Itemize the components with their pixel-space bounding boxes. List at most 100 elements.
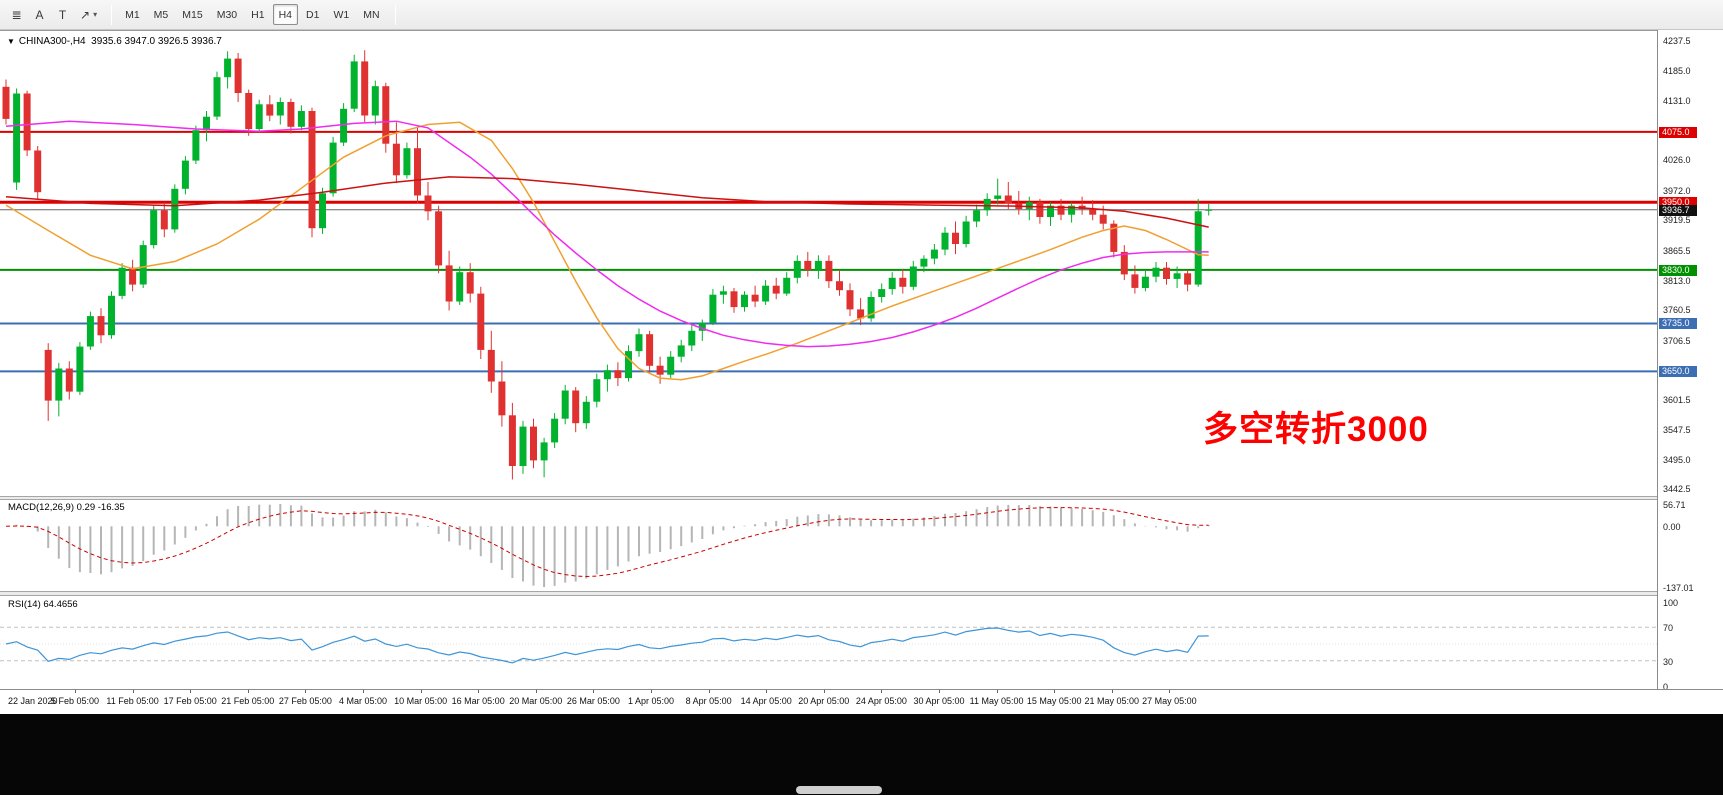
time-axis-label: 26 Mar 05:00 xyxy=(566,696,620,706)
time-axis-label: 10 Mar 05:00 xyxy=(394,696,448,706)
scrollbar-fragment[interactable] xyxy=(796,786,882,794)
price-tick-label: 3813.0 xyxy=(1663,275,1691,286)
rsi-axis-label: 0 xyxy=(1663,682,1669,692)
macd-histogram xyxy=(15,504,1210,587)
timeframe-m30-button[interactable]: M30 xyxy=(216,8,238,21)
desktop-background xyxy=(0,714,1723,795)
chart-text-annotation[interactable]: 多空转折3000 xyxy=(1203,410,1429,449)
time-axis-label: 4 Mar 05:00 xyxy=(338,696,388,706)
panel-splitter[interactable] xyxy=(0,496,1723,500)
rsi-chart-canvas[interactable] xyxy=(0,596,1657,689)
time-axis-label: 20 Apr 05:00 xyxy=(798,696,850,706)
time-axis-tick xyxy=(881,690,883,693)
rsi-indicator-label: RSI(14) 64.4656 xyxy=(8,599,78,610)
symbol-dropdown-icon[interactable]: ▼ xyxy=(7,37,15,46)
time-axis-tick xyxy=(363,690,364,693)
time-axis-tick xyxy=(478,690,480,693)
time-axis-tick xyxy=(305,690,307,693)
symbol-header: ▼ CHINA300-,H4 3935.6 3947.0 3926.5 3936… xyxy=(7,36,222,47)
timeframe-m5-button[interactable]: M5 xyxy=(153,8,169,21)
time-axis-label: 27 Feb 05:00 xyxy=(278,696,332,706)
rsi-axis-label: 70 xyxy=(1663,623,1674,634)
macd-axis-label: 0.00 xyxy=(1663,522,1681,533)
timeframe-w1-button[interactable]: W1 xyxy=(333,8,350,21)
time-axis-label: 17 Feb 05:00 xyxy=(163,696,217,706)
time-axis-tick xyxy=(420,690,422,693)
draw-object-button[interactable]: ↗ ▾ xyxy=(75,4,102,25)
draw-object-icon: ↗ xyxy=(80,7,91,22)
price-chart-canvas[interactable] xyxy=(0,31,1657,496)
time-axis-tick xyxy=(535,690,537,693)
time-axis-tick xyxy=(593,690,595,693)
candlestick-series xyxy=(2,50,1213,480)
macd-axis-label: -137.01 xyxy=(1663,583,1694,593)
price-tick-label: 3706.5 xyxy=(1663,335,1691,346)
time-axis-label: 24 Apr 05:00 xyxy=(855,696,907,706)
price-tick-label: 3442.5 xyxy=(1663,484,1691,495)
time-axis-label: 21 Feb 05:00 xyxy=(221,696,275,706)
time-axis-tick xyxy=(708,690,710,693)
time-axis[interactable]: 22 Jan 2020 5 Feb 05:00 11 Feb 05:00 17 Feb… xyxy=(0,689,1723,714)
macd-indicator-label: MACD(12,26,9) 0.29 -16.35 xyxy=(8,502,125,513)
ma-mid-magenta xyxy=(5,120,1209,348)
rsi-line xyxy=(5,627,1209,664)
ma-fast-orange xyxy=(5,121,1209,381)
price-tick-label: 3495.0 xyxy=(1663,454,1691,465)
time-axis-label: 5 Feb 05:00 xyxy=(50,696,100,706)
time-axis-tick xyxy=(766,690,768,693)
price-level-badge-3830.0: 3830.0 xyxy=(1659,264,1697,276)
time-axis-tick xyxy=(1111,690,1113,693)
timeframe-mn-button[interactable]: MN xyxy=(363,8,380,21)
current-price-badge: 3936.7 xyxy=(1659,204,1697,216)
time-axis-tick xyxy=(996,690,998,693)
price-tick-label: 4131.0 xyxy=(1663,96,1691,107)
toolbar: ≣ A T ↗ ▾ M1 M5 M15 M30 H1 H4 D1 W1 MN xyxy=(0,0,1723,30)
text-frame-button[interactable]: T xyxy=(52,4,73,25)
timeframe-d1-button[interactable]: D1 xyxy=(306,8,320,21)
price-level-badge-3950.0: 3950.0 xyxy=(1659,197,1697,209)
time-axis-label: 27 May 05:00 xyxy=(1142,696,1197,706)
time-axis-tick xyxy=(823,690,825,693)
rsi-axis-label: 30 xyxy=(1663,656,1674,667)
chevron-down-icon: ▾ xyxy=(93,10,98,19)
price-tick-label: 3865.5 xyxy=(1663,245,1691,256)
price-tick-label: 3601.5 xyxy=(1663,394,1691,405)
macd-chart-canvas[interactable] xyxy=(0,500,1657,591)
timeframes-group: M1 M5 M15 M30 H1 H4 D1 W1 MN xyxy=(119,4,387,25)
time-axis-label: 11 Feb 05:00 xyxy=(106,696,159,706)
time-axis-label: 21 May 05:00 xyxy=(1084,696,1140,706)
price-tick-label: 3547.5 xyxy=(1663,425,1691,436)
price-axis[interactable]: 4237.5 4185.0 4131.0 4026.0 3972.0 3919.5 3865… xyxy=(1657,30,1723,692)
price-level-badge-3650.0: 3650.0 xyxy=(1659,366,1697,378)
timeframe-h4-button[interactable]: H4 xyxy=(272,4,299,25)
time-axis-label: 22 Jan 2020 xyxy=(8,696,58,706)
time-axis-label: 20 Mar 05:00 xyxy=(509,696,563,706)
price-tick-label: 3972.0 xyxy=(1663,185,1691,196)
charts-list-icon: ≣ xyxy=(11,7,22,22)
timeframe-m1-button[interactable]: M1 xyxy=(125,8,140,21)
rsi-axis-label: 100 xyxy=(1663,598,1679,608)
time-axis-tick xyxy=(651,690,652,693)
price-level-badge-4075.0: 4075.0 xyxy=(1659,126,1697,138)
text-label-button[interactable]: A xyxy=(29,4,50,25)
price-tick-label: 4026.0 xyxy=(1663,155,1691,166)
macd-axis-label: 56.71 xyxy=(1663,500,1686,510)
price-tick-label: 4185.0 xyxy=(1663,65,1691,76)
toolbar-separator xyxy=(394,4,396,25)
time-axis-label: 14 Apr 05:00 xyxy=(740,696,792,706)
text-label-icon: A xyxy=(35,7,44,22)
price-tick-label: 3760.5 xyxy=(1663,305,1691,316)
time-axis-label: 8 Apr 05:00 xyxy=(685,696,732,706)
price-level-badge-3735.0: 3735.0 xyxy=(1659,318,1697,330)
time-axis-label: 16 Mar 05:00 xyxy=(451,696,505,706)
symbol-title: CHINA300-,H4 3935.6 3947.0 3926.5 3936.7 xyxy=(18,36,222,47)
time-axis-tick xyxy=(939,690,940,693)
charts-list-button[interactable]: ≣ xyxy=(6,4,27,25)
timeframe-m15-button[interactable]: M15 xyxy=(182,8,203,21)
time-axis-label: 15 May 05:00 xyxy=(1026,696,1082,706)
time-axis-label: 1 Apr 05:00 xyxy=(627,696,675,706)
timeframe-h1-button[interactable]: H1 xyxy=(251,8,265,21)
ma-slow-red xyxy=(5,176,1209,228)
panel-splitter[interactable] xyxy=(0,591,1723,596)
